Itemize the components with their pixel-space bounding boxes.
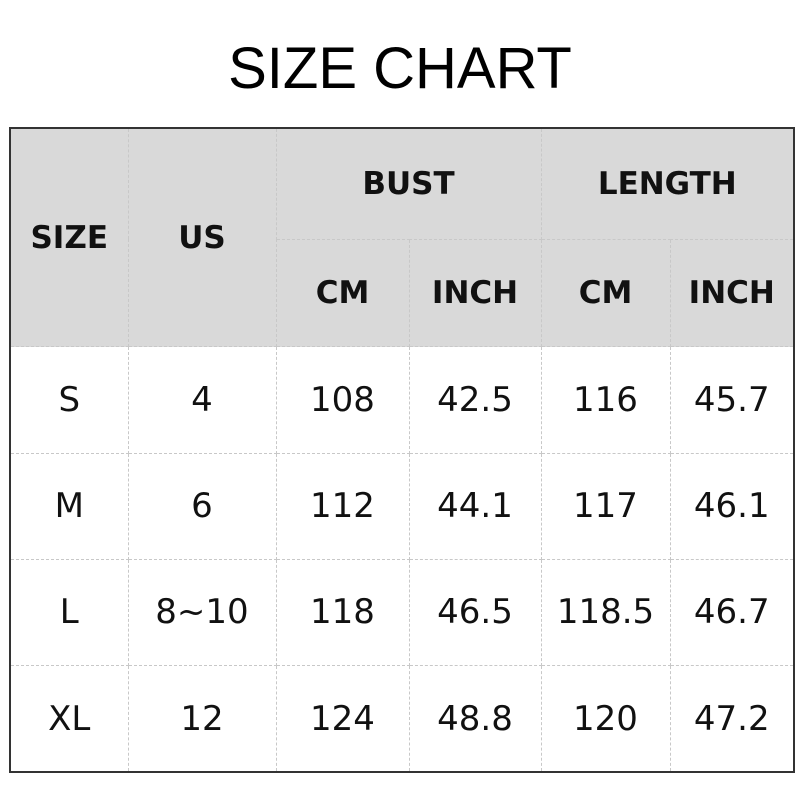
header-length: LENGTH bbox=[540, 127, 795, 240]
header-size: SIZE bbox=[9, 127, 129, 348]
cell-bust-inch: 48.8 bbox=[408, 665, 542, 773]
subheader-row: CM INCH CM INCH bbox=[10, 238, 795, 348]
header-row: SIZE US BUST LENGTH bbox=[9, 127, 795, 348]
cell-size: L bbox=[9, 558, 129, 667]
cell-us: 4 bbox=[127, 346, 277, 454]
cell-us: 6 bbox=[127, 452, 277, 560]
size-chart-table: SIZE US BUST LENGTH CM INCH CM INCH S 4 … bbox=[9, 127, 795, 773]
cell-bust-cm: 124 bbox=[275, 665, 410, 773]
table-row: L 8~10 118 46.5 118.5 46.7 bbox=[9, 558, 795, 667]
cell-length-cm: 120 bbox=[540, 665, 671, 773]
cell-size: XL bbox=[9, 665, 129, 773]
cell-bust-inch: 46.5 bbox=[408, 558, 542, 667]
cell-length-cm: 117 bbox=[540, 452, 671, 560]
header-length-inch: INCH bbox=[669, 238, 795, 348]
cell-length-inch: 46.1 bbox=[669, 452, 795, 560]
header-bust-cm: CM bbox=[275, 238, 410, 348]
header-length-cm: CM bbox=[540, 238, 671, 348]
cell-length-inch: 45.7 bbox=[669, 346, 795, 454]
cell-bust-cm: 108 bbox=[275, 346, 410, 454]
cell-bust-inch: 42.5 bbox=[408, 346, 542, 454]
table-row: S 4 108 42.5 116 45.7 bbox=[9, 346, 795, 454]
page-title: SIZE CHART bbox=[228, 36, 572, 101]
cell-bust-cm: 112 bbox=[275, 452, 410, 560]
cell-size: M bbox=[9, 452, 129, 560]
cell-length-inch: 47.2 bbox=[669, 665, 795, 773]
cell-us: 8~10 bbox=[127, 558, 277, 667]
cell-us: 12 bbox=[127, 665, 277, 773]
cell-size: S bbox=[9, 346, 129, 454]
cell-length-cm: 118.5 bbox=[540, 558, 671, 667]
table-row: XL 12 124 48.8 120 47.2 bbox=[9, 665, 795, 773]
table-row: M 6 112 44.1 117 46.1 bbox=[9, 452, 795, 560]
header-bust-inch: INCH bbox=[408, 238, 542, 348]
header-bust: BUST bbox=[275, 127, 542, 240]
header-us: US bbox=[127, 127, 277, 348]
cell-bust-cm: 118 bbox=[275, 558, 410, 667]
cell-bust-inch: 44.1 bbox=[408, 452, 542, 560]
cell-length-cm: 116 bbox=[540, 346, 671, 454]
cell-length-inch: 46.7 bbox=[669, 558, 795, 667]
